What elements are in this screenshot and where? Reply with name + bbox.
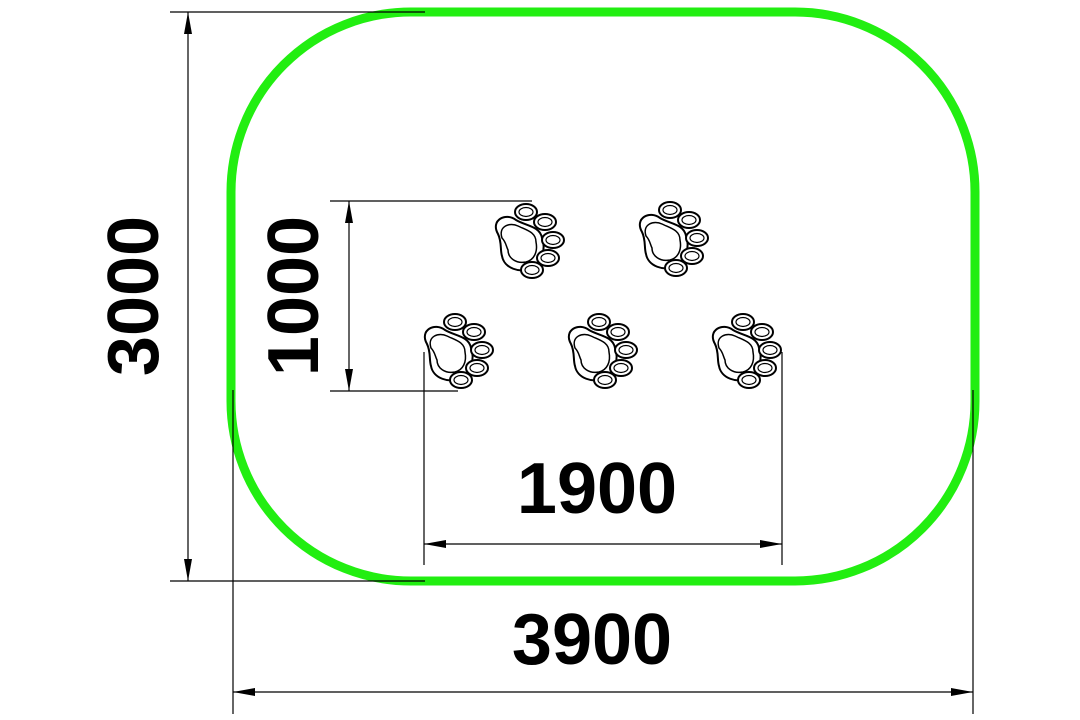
overall-height-dimension [170, 11, 425, 582]
paw-print-icon [638, 201, 709, 277]
paw-group-height-label: 1000 [254, 216, 334, 376]
overall-width-label: 3900 [512, 600, 672, 680]
paw-group-height-dimension [330, 200, 532, 392]
paw-print-icon [423, 313, 494, 389]
paw-print-icon [494, 203, 565, 279]
paw-group-width-label: 1900 [517, 449, 677, 529]
play-area-border [226, 7, 980, 586]
paw-print-icon [711, 313, 782, 389]
overall-width-dimension [232, 390, 974, 714]
paw-print-icon [567, 313, 638, 389]
overall-height-label: 3000 [94, 216, 174, 376]
paw-group-width-dimension [423, 352, 783, 565]
